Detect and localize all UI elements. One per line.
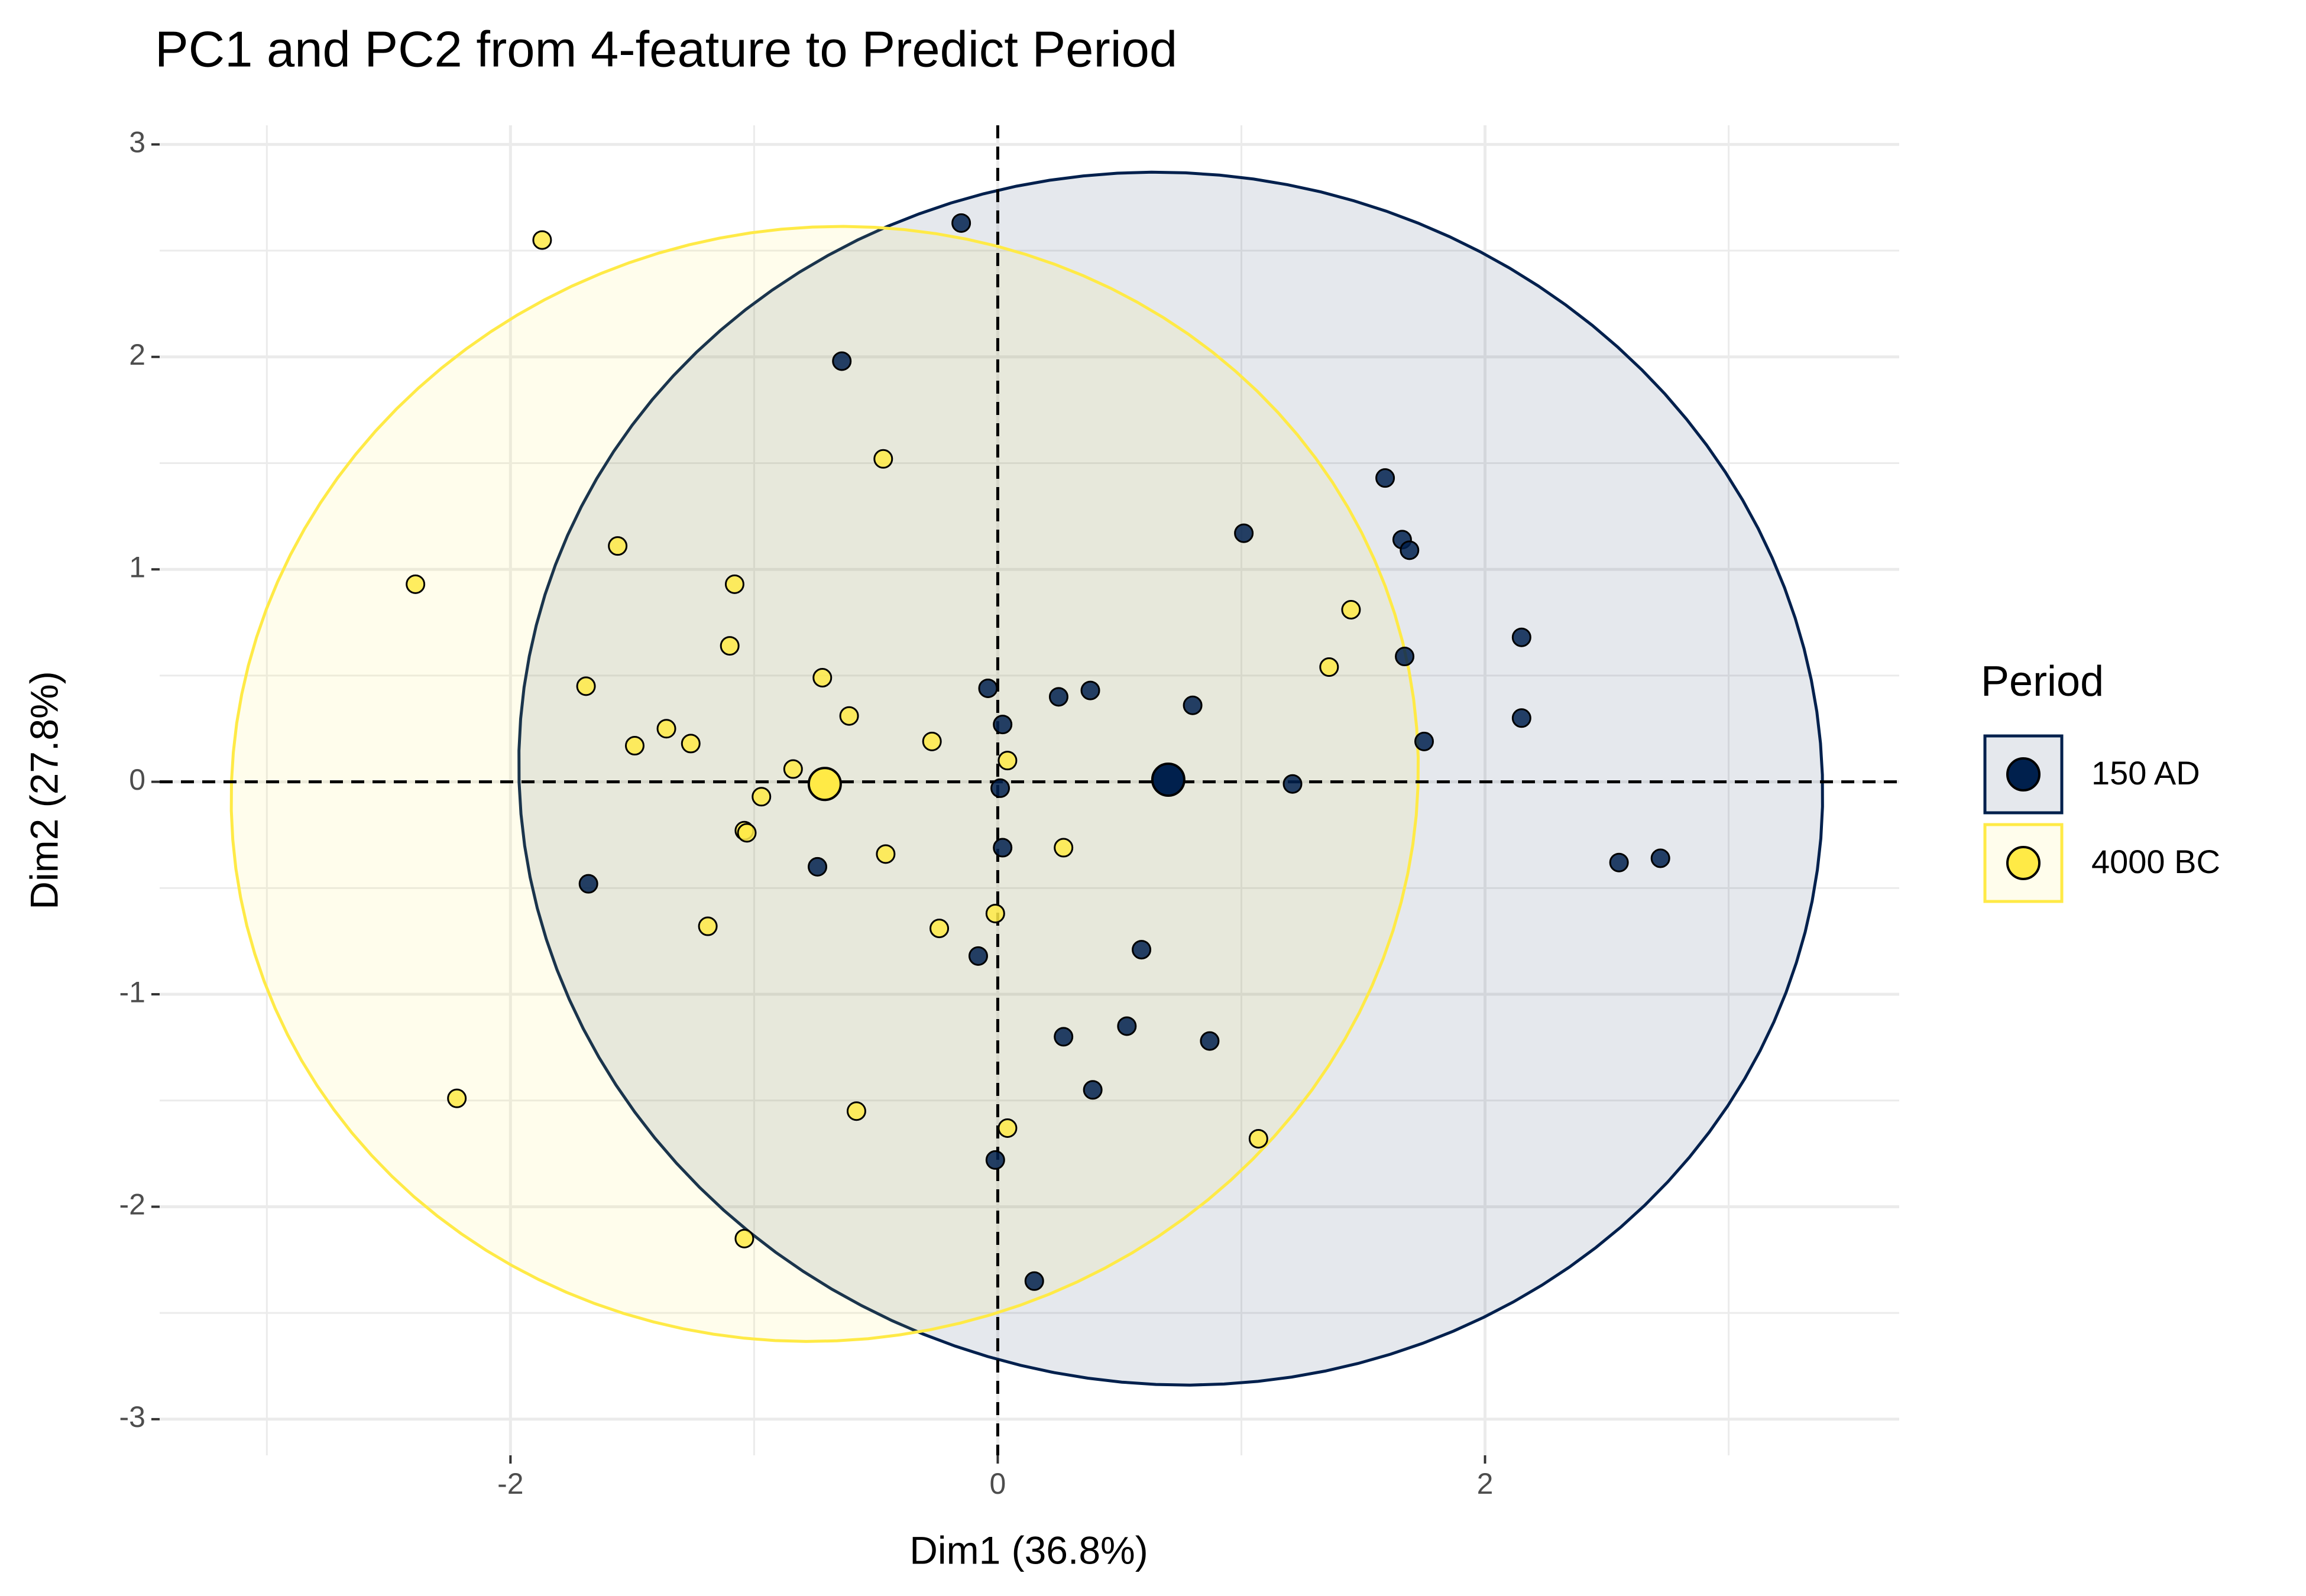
point: [922, 731, 942, 751]
point: [1319, 657, 1339, 677]
point: [681, 734, 701, 754]
x-axis-title: Dim1 (36.8%): [909, 1528, 1148, 1572]
point: [985, 1150, 1005, 1170]
point: [608, 536, 628, 556]
point: [951, 213, 971, 233]
point: [576, 676, 596, 696]
point: [752, 787, 772, 807]
point: [1341, 599, 1361, 619]
point: [578, 874, 598, 894]
legend-key: [1983, 734, 2064, 815]
point: [1609, 852, 1629, 872]
group-mean: [1151, 763, 1186, 797]
y-tick-label: 3: [129, 126, 145, 159]
point: [832, 351, 852, 371]
group-mean: [807, 767, 842, 802]
y-tick-label: -3: [119, 1400, 145, 1433]
legend-marker: [2006, 757, 2041, 791]
point: [1132, 940, 1152, 960]
point: [1414, 731, 1434, 751]
point: [990, 778, 1011, 798]
x-tick-label: -2: [497, 1467, 523, 1500]
legend-title: Period: [1981, 658, 2104, 705]
legend-label: 150 AD: [2091, 754, 2200, 791]
y-tick-label: 0: [129, 763, 145, 796]
point: [876, 844, 896, 864]
point: [985, 903, 1005, 923]
point: [1395, 647, 1415, 667]
point: [993, 715, 1013, 735]
y-tick-label: -2: [119, 1188, 145, 1221]
point: [737, 823, 757, 843]
point: [1400, 540, 1420, 560]
x-tick-label: 2: [1477, 1467, 1494, 1500]
point: [1117, 1016, 1137, 1036]
point: [532, 230, 552, 250]
point: [1183, 695, 1203, 715]
point: [783, 759, 803, 779]
point: [656, 719, 676, 739]
point: [1282, 774, 1303, 794]
x-tick-label: 0: [990, 1467, 1006, 1500]
point: [720, 636, 740, 656]
point: [724, 574, 744, 594]
point: [1511, 627, 1531, 647]
point: [812, 668, 833, 688]
point: [406, 574, 426, 594]
point: [698, 916, 718, 936]
point: [447, 1088, 467, 1108]
point: [1234, 523, 1254, 543]
point: [997, 1118, 1018, 1138]
point: [734, 1228, 754, 1248]
point: [873, 449, 893, 469]
y-tick-label: -1: [119, 975, 145, 1008]
point: [968, 946, 988, 966]
y-tick-label: 1: [129, 550, 145, 583]
point: [929, 919, 950, 939]
y-axis-title: Dim2 (27.8%): [22, 671, 66, 909]
legend-marker: [2006, 846, 2041, 880]
chart-title: PC1 and PC2 from 4-feature to Predict Pe…: [155, 21, 1177, 77]
y-tick-label: 2: [129, 338, 145, 371]
point: [1054, 838, 1074, 858]
legend-label: 4000 BC: [2091, 843, 2220, 880]
point: [978, 678, 998, 698]
point: [1511, 708, 1531, 728]
point: [993, 838, 1013, 858]
point: [1048, 687, 1068, 707]
point: [1248, 1128, 1268, 1149]
point: [808, 857, 828, 877]
point: [1054, 1027, 1074, 1047]
point: [1080, 680, 1100, 700]
point: [1200, 1031, 1220, 1051]
point: [1650, 848, 1670, 868]
point: [1375, 468, 1395, 488]
point: [997, 751, 1018, 771]
point: [1083, 1080, 1103, 1100]
point: [839, 706, 859, 726]
point: [624, 736, 644, 756]
point: [1024, 1271, 1044, 1291]
point: [846, 1101, 866, 1121]
